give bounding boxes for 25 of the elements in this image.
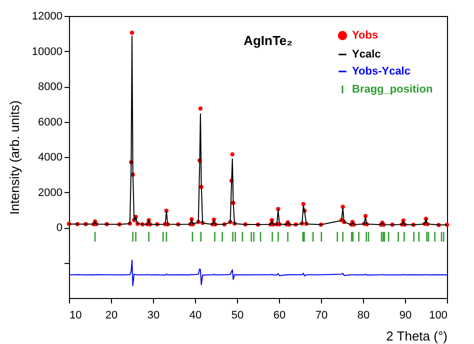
x-tick-label: 90 [399,310,412,322]
y-tick-label: 4000 [38,152,62,164]
x-tick-label: 20 [105,310,118,322]
legend-label: Yobs [352,30,378,42]
x-tick-label: 70 [315,310,328,322]
y-tick-label: 8000 [38,81,62,93]
legend-label: Yobs-Ycalc [352,66,410,78]
x-tick-label: 60 [273,310,286,322]
legend-label: Ycalc [352,48,381,60]
x-tick-label: 80 [357,310,370,322]
x-tick-label: 10 [70,310,82,322]
text: AgInTe₂ [244,33,293,48]
x-tick-label: 30 [147,310,160,322]
y-tick-label: 10000 [32,46,62,58]
y-tick-label: 2000 [38,186,62,199]
y-tick-label: 6000 [38,116,62,128]
x-axis-title: 2 Theta (°) [386,328,448,344]
line-series [68,260,448,286]
x-tick-label: 100 [429,310,448,322]
legend-label: Bragg_position [352,84,433,96]
y-tick-label: 0 [56,222,62,234]
x-tick-label: 50 [231,310,244,322]
x-tick-label: 40 [189,310,202,322]
y-tick-label: 12000 [32,10,62,22]
y-axis-title: Intensity (arb. units) [6,100,22,215]
